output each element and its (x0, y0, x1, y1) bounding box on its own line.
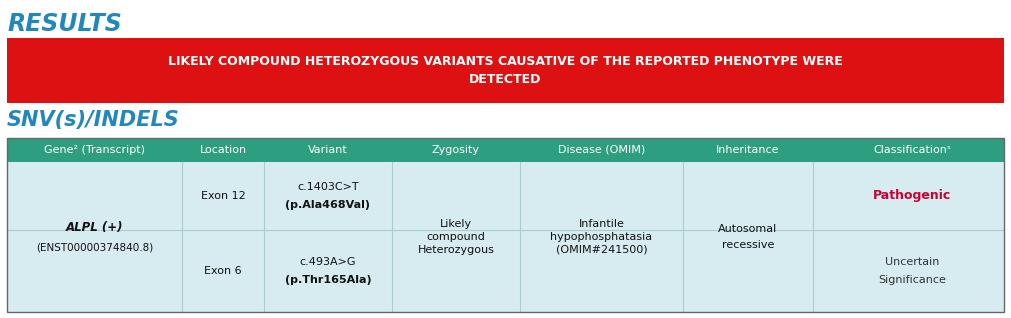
Text: Exon 12: Exon 12 (200, 191, 246, 201)
Bar (7, 38, 1004, 103)
Text: (ENST00000374840.8): (ENST00000374840.8) (35, 242, 153, 252)
Text: recessive: recessive (722, 240, 774, 250)
Text: compound: compound (427, 232, 485, 242)
Bar (7, 138, 1004, 162)
Text: (p.Thr165Ala): (p.Thr165Ala) (285, 275, 371, 285)
Text: Inheritance: Inheritance (716, 145, 779, 155)
Text: Heterozygous: Heterozygous (418, 245, 494, 255)
Text: Significance: Significance (879, 275, 946, 285)
Text: Pathogenic: Pathogenic (872, 190, 951, 203)
Text: SNV(s)/INDELS: SNV(s)/INDELS (7, 110, 180, 130)
Text: ALPL (+): ALPL (+) (66, 220, 123, 233)
Bar (7, 162, 1004, 312)
Text: c.493A>G: c.493A>G (299, 257, 356, 267)
Text: Autosomal: Autosomal (719, 224, 777, 234)
Text: Gene² (Transcript): Gene² (Transcript) (44, 145, 145, 155)
Text: DETECTED: DETECTED (469, 73, 542, 86)
Text: Infantile: Infantile (578, 219, 625, 229)
Text: Likely: Likely (440, 219, 472, 229)
Text: LIKELY COMPOUND HETEROZYGOUS VARIANTS CAUSATIVE OF THE REPORTED PHENOTYPE WERE: LIKELY COMPOUND HETEROZYGOUS VARIANTS CA… (168, 55, 843, 68)
Text: Classificationˢ: Classificationˢ (874, 145, 951, 155)
Text: Zygosity: Zygosity (432, 145, 480, 155)
Text: Exon 6: Exon 6 (204, 266, 242, 276)
Text: Uncertain: Uncertain (885, 257, 939, 267)
Bar (7, 138, 1004, 312)
Text: Location: Location (199, 145, 247, 155)
Text: (p.Ala468Val): (p.Ala468Val) (285, 200, 370, 210)
Text: hypophosphatasia: hypophosphatasia (550, 232, 652, 242)
Text: RESULTS: RESULTS (7, 12, 121, 36)
Text: Variant: Variant (308, 145, 348, 155)
Text: (OMIM#241500): (OMIM#241500) (556, 245, 647, 255)
Text: c.1403C>T: c.1403C>T (297, 182, 359, 192)
Text: Disease (OMIM): Disease (OMIM) (558, 145, 645, 155)
